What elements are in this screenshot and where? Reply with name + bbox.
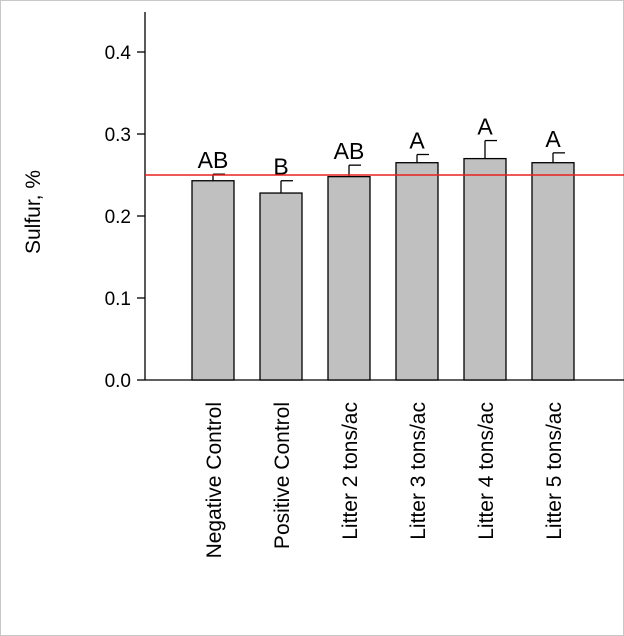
bars [191,157,575,381]
significance-letter: A [477,114,493,140]
bar [327,175,371,381]
significance-letter: AB [198,147,229,173]
bar [531,162,575,381]
category-label: Litter 5 tons/ac [543,402,566,540]
y-tick-label: 0.2 [105,207,131,228]
significance-letter: A [545,126,561,152]
bar [259,192,303,381]
category-label: Negative Control [203,402,226,558]
y-tick-label: 0.1 [105,289,131,310]
bar [463,157,507,381]
y-ticks: 0.0 0.1 0.2 0.3 0.4 [105,43,145,392]
category-labels: Negative Control Positive Control Litter 2… [203,402,566,558]
significance-letter: B [273,154,288,180]
y-axis-label: Sulfur, % [22,170,45,254]
significance-letter: A [409,128,425,154]
significance-letters: AB B AB A A A [198,114,562,180]
y-tick-label: 0.3 [105,125,131,146]
y-tick-label: 0.4 [105,43,132,64]
category-label: Litter 2 tons/ac [339,402,362,540]
error-bars [212,139,565,194]
significance-letter: AB [334,138,365,164]
y-tick-label: 0.0 [105,371,131,392]
category-label: Litter 3 tons/ac [407,402,430,540]
bar [191,180,235,381]
category-label: Positive Control [271,402,294,549]
category-label: Litter 4 tons/ac [475,402,498,540]
bar [395,162,439,381]
